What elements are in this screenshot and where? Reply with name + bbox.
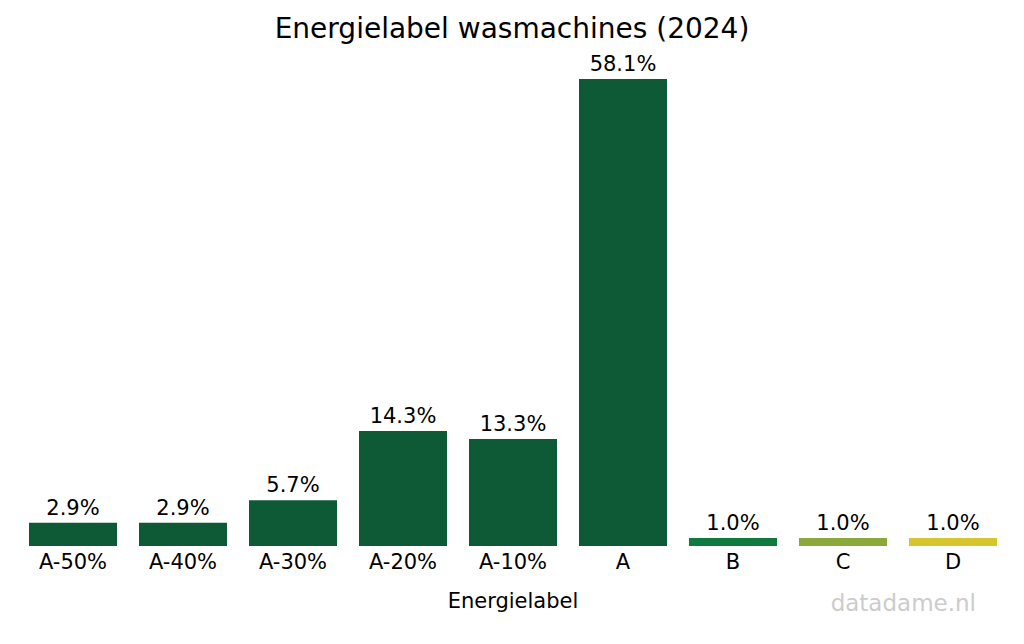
- svg-text:58.1%: 58.1%: [590, 52, 657, 76]
- svg-text:2.9%: 2.9%: [156, 496, 209, 520]
- svg-text:D: D: [945, 550, 961, 574]
- svg-text:A-40%: A-40%: [149, 550, 217, 574]
- html-text:Energielabel wasmachines (2024: Energielabel wasmachines (2024): [274, 12, 750, 45]
- svg-text:1.0%: 1.0%: [816, 511, 869, 535]
- svg-text:A: A: [616, 550, 631, 574]
- svg-text:2.9%: 2.9%: [46, 496, 99, 520]
- html-text:datadame.nl: datadame.nl: [830, 590, 976, 616]
- svg-text:Energielabel: Energielabel: [448, 589, 579, 613]
- svg-text:1.0%: 1.0%: [706, 511, 759, 535]
- svg-text:C: C: [836, 550, 851, 574]
- svg-text:A-20%: A-20%: [369, 550, 437, 574]
- svg-text:14.3%: 14.3%: [370, 404, 437, 428]
- svg-text:A-10%: A-10%: [479, 550, 547, 574]
- svg-text:13.3%: 13.3%: [480, 412, 547, 436]
- svg-text:B: B: [726, 550, 740, 574]
- svg-text:5.7%: 5.7%: [266, 473, 319, 497]
- svg-text:A-50%: A-50%: [39, 550, 107, 574]
- svg-text:1.0%: 1.0%: [926, 511, 979, 535]
- svg-text:A-30%: A-30%: [259, 550, 327, 574]
